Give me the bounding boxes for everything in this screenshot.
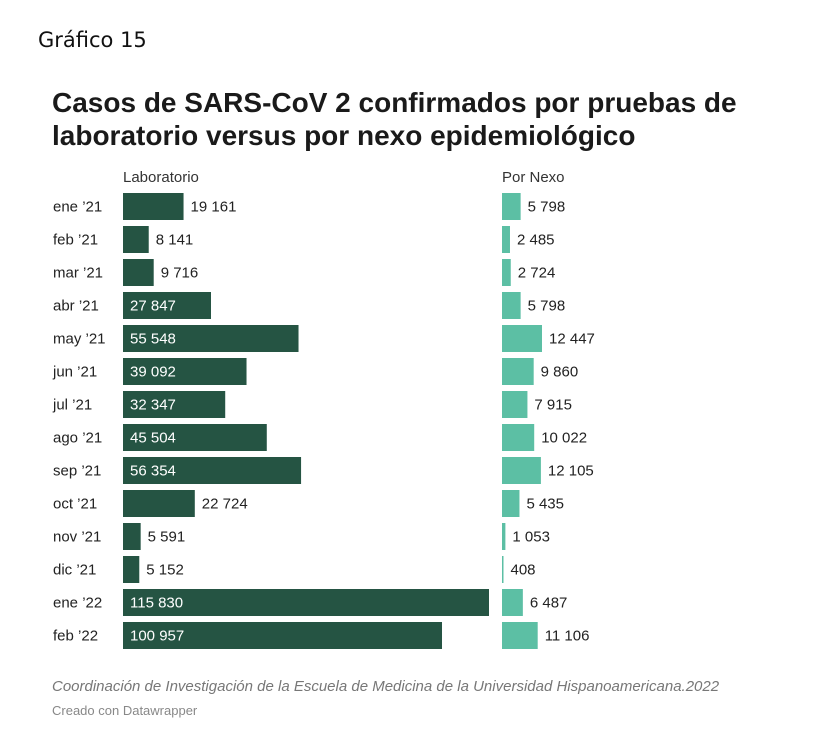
value-label-nexo: 408 (511, 562, 536, 579)
value-label-laboratorio: 22 724 (202, 496, 248, 513)
value-label-laboratorio: 9 716 (161, 265, 199, 282)
value-label-laboratorio: 100 957 (130, 628, 184, 645)
category-label: oct ’21 (53, 496, 97, 513)
category-label: feb ’21 (53, 232, 98, 249)
value-label-laboratorio: 115 830 (130, 595, 183, 612)
category-label: ene ’22 (53, 595, 102, 612)
bar-laboratorio (123, 589, 489, 616)
bar-laboratorio (123, 292, 211, 319)
bar-laboratorio (123, 226, 149, 253)
value-label-nexo: 12 105 (548, 463, 594, 480)
value-label-nexo: 2 724 (518, 265, 556, 282)
value-label-laboratorio: 27 847 (130, 298, 176, 315)
bar-nexo (502, 358, 534, 385)
category-label: mar ’21 (53, 265, 103, 282)
source-note: Coordinación de Investigación de la Escu… (52, 678, 720, 695)
category-label: jul ’21 (52, 397, 92, 414)
value-label-laboratorio: 55 548 (130, 331, 176, 348)
value-label-laboratorio: 45 504 (130, 430, 176, 447)
value-label-laboratorio: 5 152 (146, 562, 184, 579)
value-label-nexo: 11 106 (545, 628, 590, 645)
bar-laboratorio (123, 358, 247, 385)
category-label: jun ’21 (52, 364, 97, 381)
value-label-laboratorio: 39 092 (130, 364, 176, 381)
bar-laboratorio (123, 424, 267, 451)
bar-nexo (502, 292, 521, 319)
chart-title: Casos de SARS-CoV 2 confirmados por prue… (52, 87, 737, 151)
bar-laboratorio (123, 391, 226, 418)
bar-laboratorio (123, 556, 140, 583)
value-label-laboratorio: 32 347 (130, 397, 176, 414)
value-label-nexo: 2 485 (517, 232, 555, 249)
category-label: abr ’21 (53, 298, 99, 315)
category-label: sep ’21 (53, 463, 101, 480)
value-label-nexo: 12 447 (549, 331, 595, 348)
bar-laboratorio (123, 457, 302, 484)
bar-nexo (502, 424, 535, 451)
category-label: dic ’21 (53, 562, 96, 579)
value-label-nexo: 5 798 (528, 298, 566, 315)
value-label-laboratorio: 56 354 (130, 463, 176, 480)
datawrapper-credit: Creado con Datawrapper (52, 703, 198, 718)
bar-nexo (502, 490, 520, 517)
value-label-nexo: 10 022 (541, 430, 587, 447)
bar-nexo (502, 523, 506, 550)
bar-nexo (502, 589, 523, 616)
category-label: may ’21 (53, 331, 106, 348)
bar-nexo (502, 325, 542, 352)
value-label-nexo: 5 798 (528, 199, 566, 216)
chart-rows: ene ’21 19 161 5 798 feb ’21 8 141 2 485 mar ’… (52, 193, 595, 649)
bar-laboratorio (123, 523, 141, 550)
bar-nexo (502, 226, 510, 253)
value-label-nexo: 5 435 (526, 496, 564, 513)
category-label: ago ’21 (53, 430, 102, 447)
series-header-laboratorio: Laboratorio (123, 169, 199, 186)
value-label-nexo: 7 915 (534, 397, 572, 414)
bar-laboratorio (123, 622, 443, 649)
figure-label: Gráfico 15 (38, 28, 147, 52)
series-header-nexo: Por Nexo (502, 169, 565, 186)
value-label-laboratorio: 5 591 (148, 529, 186, 546)
bar-nexo (502, 457, 541, 484)
bar-nexo (502, 556, 504, 583)
value-label-nexo: 6 487 (530, 595, 568, 612)
category-label: feb ’22 (53, 628, 98, 645)
value-label-laboratorio: 8 141 (156, 232, 194, 249)
bar-nexo (502, 622, 538, 649)
value-label-nexo: 1 053 (512, 529, 550, 546)
bar-nexo (502, 391, 528, 418)
bar-chart: Laboratorio Por Nexo ene ’21 19 161 5 798 f… (52, 169, 595, 649)
bar-laboratorio (123, 193, 184, 220)
category-label: ene ’21 (53, 199, 102, 216)
bar-nexo (502, 259, 511, 286)
category-label: nov ’21 (53, 529, 101, 546)
value-label-laboratorio: 19 161 (191, 199, 237, 216)
bar-laboratorio (123, 325, 299, 352)
bar-nexo (502, 193, 521, 220)
bar-laboratorio (123, 490, 195, 517)
bar-laboratorio (123, 259, 154, 286)
value-label-nexo: 9 860 (541, 364, 579, 381)
